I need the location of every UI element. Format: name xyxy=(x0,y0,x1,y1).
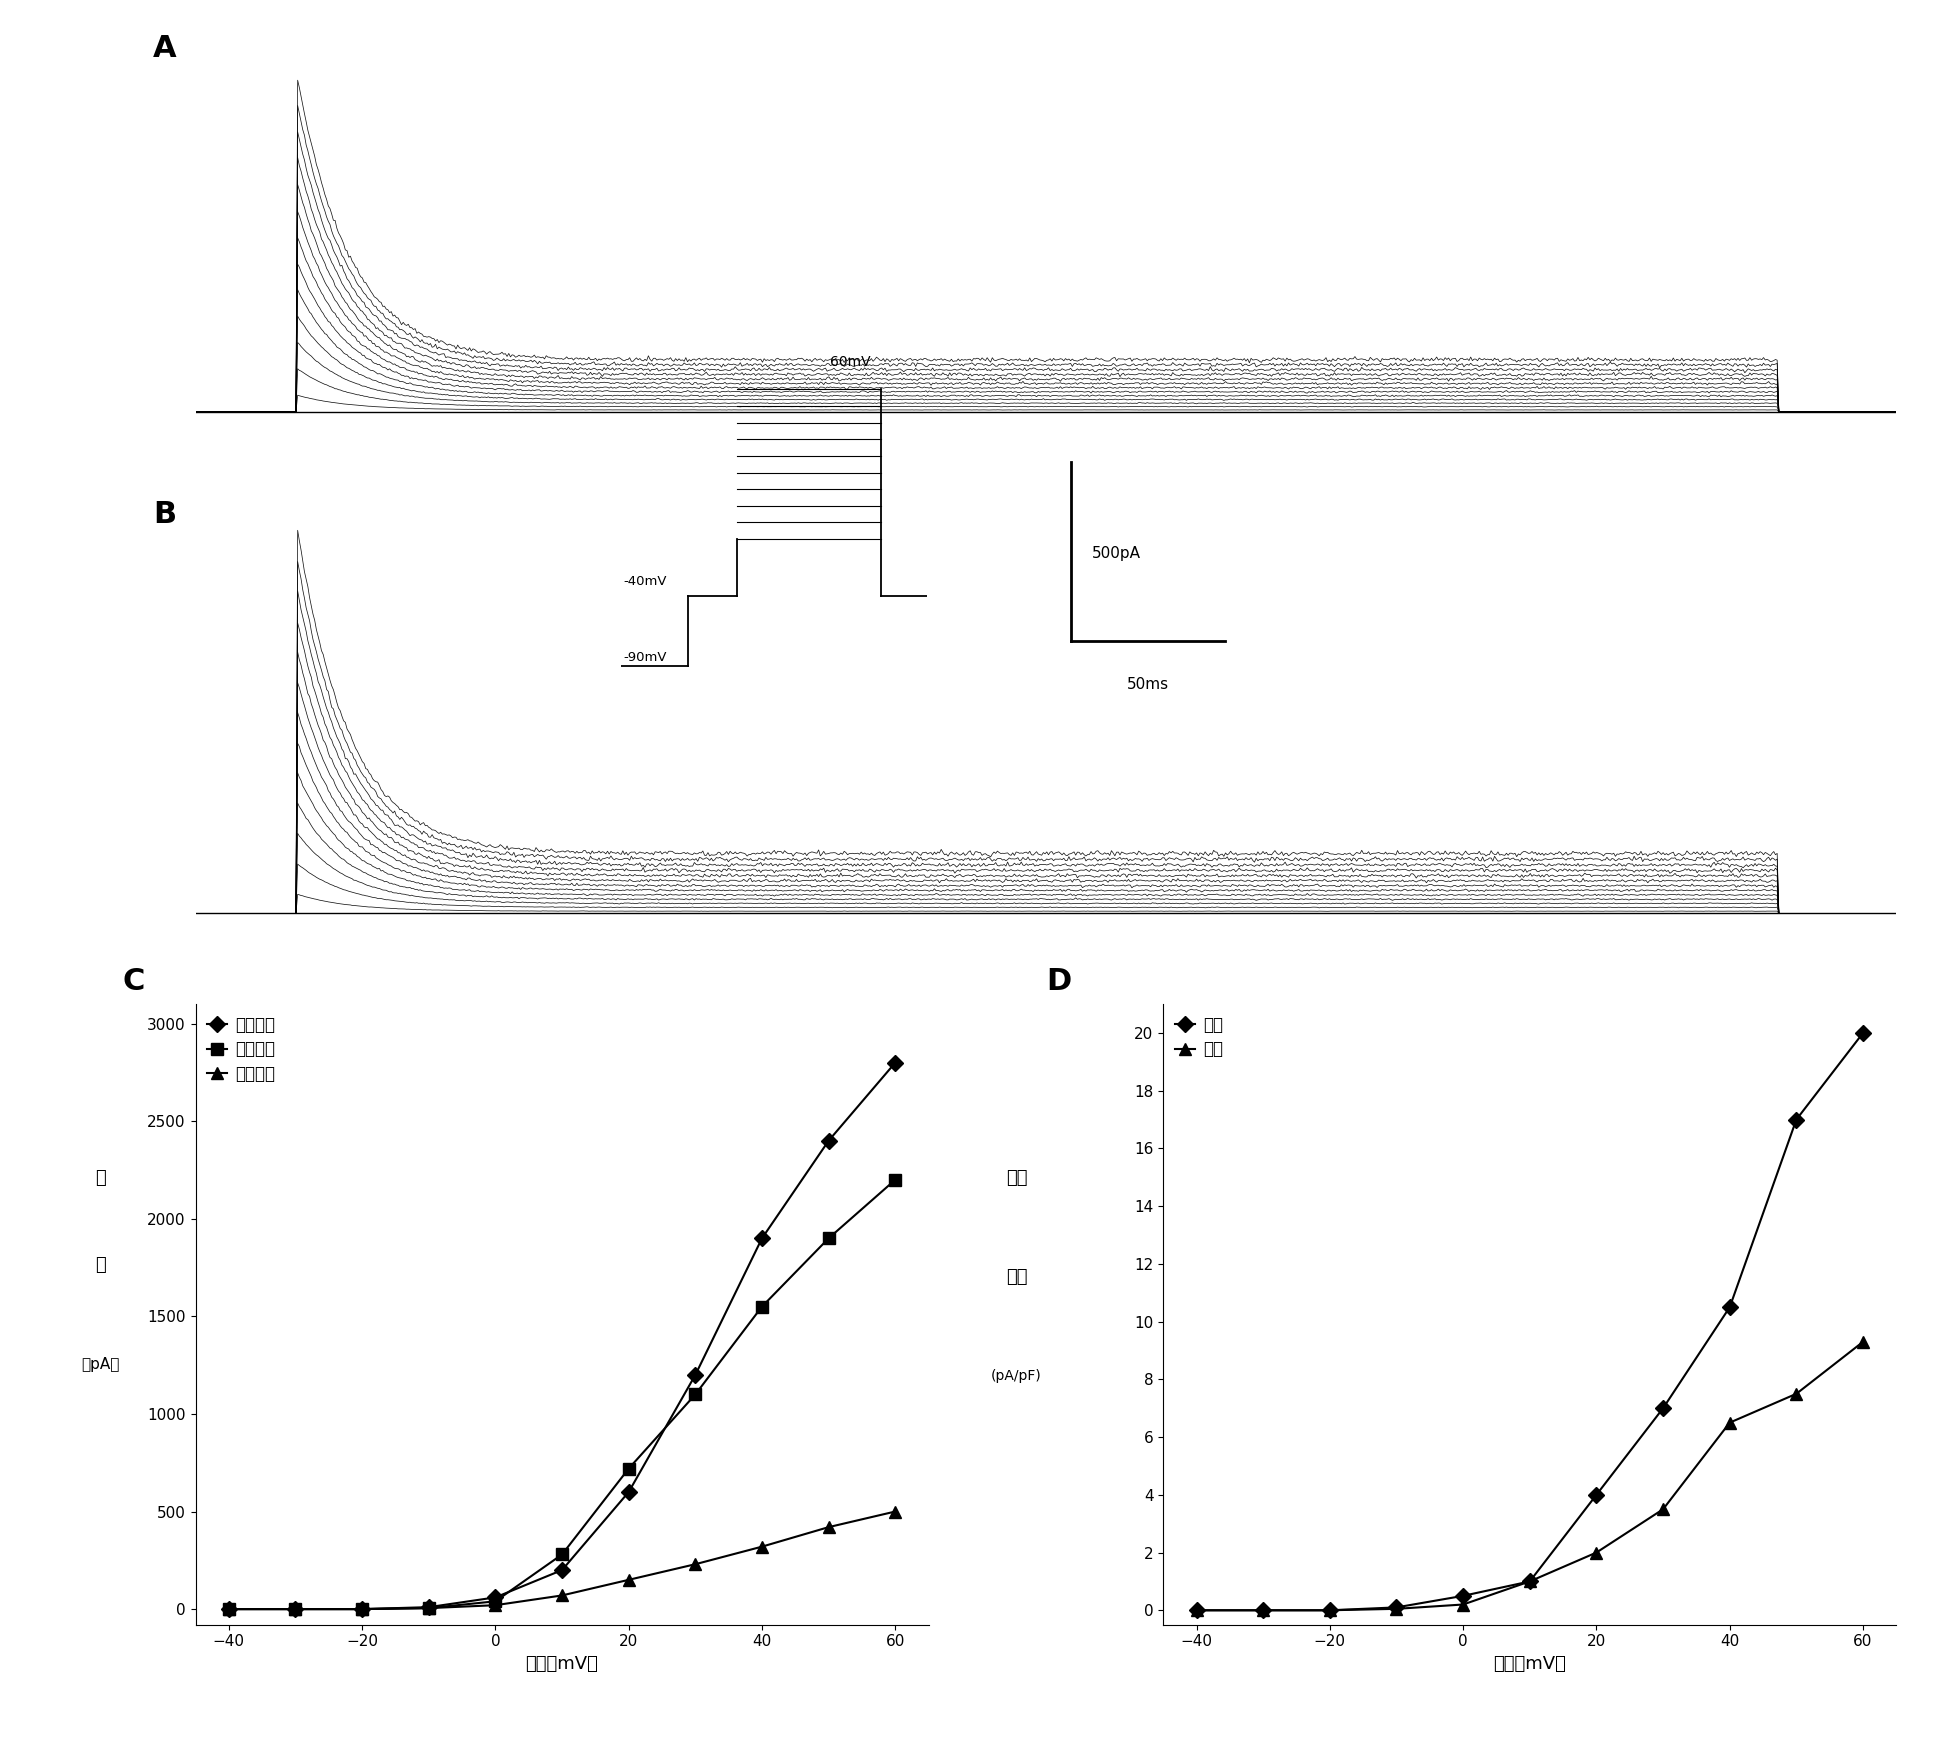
Text: 500pA: 500pA xyxy=(1091,545,1142,561)
对照 xyxy=(1384,1597,1408,1618)
对照 xyxy=(1851,1022,1875,1043)
维持电流 xyxy=(751,1536,774,1557)
峰値电流 xyxy=(817,1130,841,1151)
Text: 60mV: 60mV xyxy=(831,355,870,369)
Legend: 峰値电流, 瞬时电流, 维持电流: 峰値电流, 瞬时电流, 维持电流 xyxy=(203,1013,280,1087)
Text: 电: 电 xyxy=(96,1169,106,1186)
瞬时电流 xyxy=(483,1592,506,1612)
Line: 对照: 对照 xyxy=(1191,1027,1869,1616)
对照 xyxy=(1185,1600,1208,1621)
维持电流 xyxy=(551,1585,575,1605)
Line: 瞬时电流: 瞬时电流 xyxy=(223,1174,901,1614)
维持电流 xyxy=(416,1599,440,1619)
Text: 50ms: 50ms xyxy=(1126,678,1169,692)
维持电流 xyxy=(217,1599,240,1619)
峰値电流 xyxy=(416,1597,440,1618)
对照 xyxy=(1586,1485,1609,1506)
给药 xyxy=(1517,1571,1541,1592)
Line: 给药: 给药 xyxy=(1191,1336,1869,1616)
峰値电流 xyxy=(618,1481,641,1502)
给药 xyxy=(1318,1600,1341,1621)
对照 xyxy=(1652,1398,1675,1419)
瞬时电流 xyxy=(350,1599,373,1619)
Text: C: C xyxy=(121,966,145,996)
峰値电流 xyxy=(350,1599,373,1619)
瞬时电流 xyxy=(283,1599,307,1619)
Text: D: D xyxy=(1046,966,1071,996)
对照 xyxy=(1785,1109,1808,1130)
Legend: 对照, 给药: 对照, 给药 xyxy=(1171,1013,1226,1062)
峰値电流 xyxy=(217,1599,240,1619)
Text: 电流: 电流 xyxy=(1007,1169,1026,1186)
给药 xyxy=(1652,1499,1675,1520)
对照 xyxy=(1517,1571,1541,1592)
维持电流 xyxy=(283,1599,307,1619)
Text: -90mV: -90mV xyxy=(624,652,667,664)
给药 xyxy=(1251,1600,1275,1621)
对照 xyxy=(1251,1600,1275,1621)
维持电流 xyxy=(618,1569,641,1590)
X-axis label: 电压（mV）: 电压（mV） xyxy=(526,1654,598,1674)
Text: (pA/pF): (pA/pF) xyxy=(991,1370,1042,1384)
峰値电流 xyxy=(283,1599,307,1619)
Text: A: A xyxy=(152,33,176,63)
给药 xyxy=(1451,1593,1474,1614)
瞬时电流 xyxy=(551,1544,575,1565)
峰値电流 xyxy=(884,1052,907,1073)
峰値电流 xyxy=(751,1228,774,1249)
瞬时电流 xyxy=(884,1169,907,1190)
Text: 密度: 密度 xyxy=(1007,1268,1026,1286)
X-axis label: 电压（mV）: 电压（mV） xyxy=(1494,1654,1566,1674)
峰値电流 xyxy=(551,1560,575,1581)
Text: （pA）: （pA） xyxy=(80,1356,119,1371)
给药 xyxy=(1851,1331,1875,1352)
Text: 流: 流 xyxy=(96,1256,106,1274)
Line: 维持电流: 维持电流 xyxy=(223,1506,901,1614)
给药 xyxy=(1185,1600,1208,1621)
对照 xyxy=(1451,1585,1474,1605)
瞬时电流 xyxy=(416,1599,440,1619)
对照 xyxy=(1318,1600,1341,1621)
维持电流 xyxy=(350,1599,373,1619)
给药 xyxy=(1718,1412,1742,1433)
对照 xyxy=(1718,1296,1742,1317)
维持电流 xyxy=(483,1595,506,1616)
维持电流 xyxy=(884,1501,907,1522)
Text: B: B xyxy=(152,500,176,529)
瞬时电流 xyxy=(817,1228,841,1249)
瞬时电流 xyxy=(217,1599,240,1619)
给药 xyxy=(1586,1543,1609,1564)
Line: 峰値电流: 峰値电流 xyxy=(223,1057,901,1614)
峰値电流 xyxy=(483,1586,506,1607)
给药 xyxy=(1384,1599,1408,1619)
维持电流 xyxy=(817,1516,841,1537)
维持电流 xyxy=(684,1553,708,1574)
峰値电流 xyxy=(684,1364,708,1385)
瞬时电流 xyxy=(751,1296,774,1317)
瞬时电流 xyxy=(684,1384,708,1405)
Text: -40mV: -40mV xyxy=(624,575,667,589)
给药 xyxy=(1785,1384,1808,1405)
瞬时电流 xyxy=(618,1459,641,1480)
